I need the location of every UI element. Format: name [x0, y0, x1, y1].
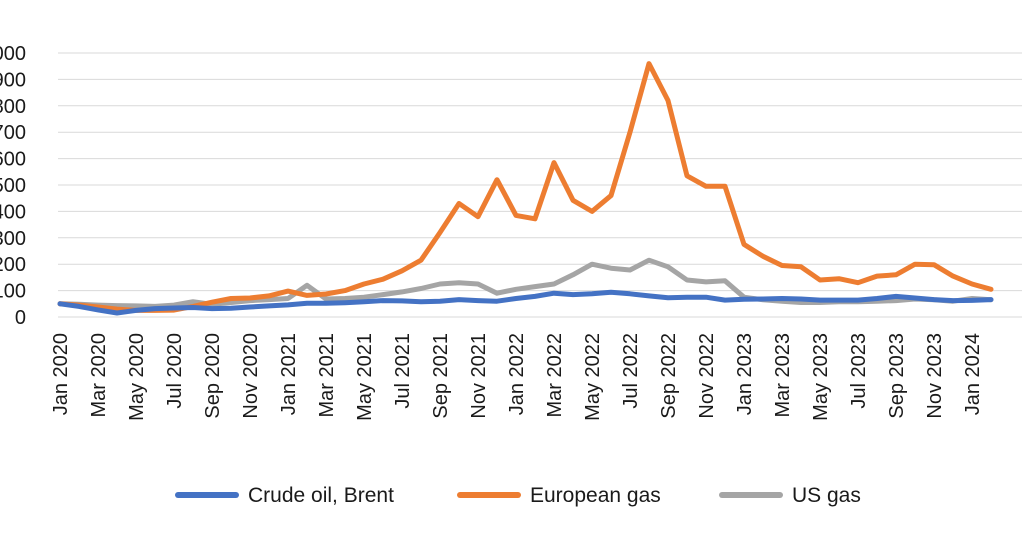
legend: Crude oil, Brent European gas US gas [175, 484, 861, 507]
x-tick-label: Jan 2024 [962, 333, 984, 415]
x-axis-tick-labels: Jan 2020 Mar 2020 May 2020 Jul 2020 Sep 2020… [50, 333, 984, 421]
x-tick-label: Jul 2021 [392, 333, 414, 409]
y-tick-label: 700 [0, 122, 26, 144]
y-axis-tick-labels: 0 100 200 300 400 500 600 700 800 900 1000 [0, 43, 26, 329]
series-lines [57, 61, 994, 316]
series-line-european-gas [57, 61, 994, 313]
y-tick-label: 0 [15, 307, 26, 329]
y-tick-label: 500 [0, 175, 26, 197]
y-tick-label: 1000 [0, 43, 26, 65]
x-tick-label: May 2023 [810, 333, 832, 421]
x-tick-label: Mar 2023 [772, 333, 794, 418]
x-tick-label: May 2021 [354, 333, 376, 421]
y-tick-label: 900 [0, 69, 26, 91]
x-tick-label: Sep 2023 [886, 333, 908, 419]
series-line-crude-oil-brent [57, 289, 994, 316]
y-tick-label: 400 [0, 201, 26, 223]
x-tick-label: Sep 2022 [658, 333, 680, 419]
legend-label-us-gas: US gas [792, 484, 861, 507]
x-tick-label: Jan 2021 [278, 333, 300, 415]
y-tick-label: 300 [0, 228, 26, 250]
y-tick-label: 200 [0, 254, 26, 276]
y-tick-label: 100 [0, 281, 26, 303]
x-tick-label: Mar 2022 [544, 333, 566, 418]
x-tick-label: Jan 2020 [50, 333, 72, 415]
legend-label-european-gas: European gas [530, 484, 661, 507]
x-tick-label: Sep 2020 [202, 333, 224, 419]
legend-label-crude-oil-brent: Crude oil, Brent [248, 484, 394, 507]
x-tick-label: Jul 2023 [848, 333, 870, 409]
x-tick-label: Sep 2021 [430, 333, 452, 419]
y-tick-label: 800 [0, 96, 26, 118]
x-tick-label: May 2020 [126, 333, 148, 421]
x-tick-label: Jan 2023 [734, 333, 756, 415]
y-tick-label: 600 [0, 149, 26, 171]
x-tick-label: Nov 2023 [924, 333, 946, 419]
x-tick-label: Nov 2020 [240, 333, 262, 419]
x-tick-label: Jan 2022 [506, 333, 528, 415]
x-tick-label: Jul 2022 [620, 333, 642, 409]
x-tick-label: May 2022 [582, 333, 604, 421]
x-tick-label: Nov 2022 [696, 333, 718, 419]
x-tick-label: Mar 2021 [316, 333, 338, 418]
x-tick-label: Jul 2020 [164, 333, 186, 409]
x-tick-label: Nov 2021 [468, 333, 490, 419]
x-tick-label: Mar 2020 [88, 333, 110, 418]
